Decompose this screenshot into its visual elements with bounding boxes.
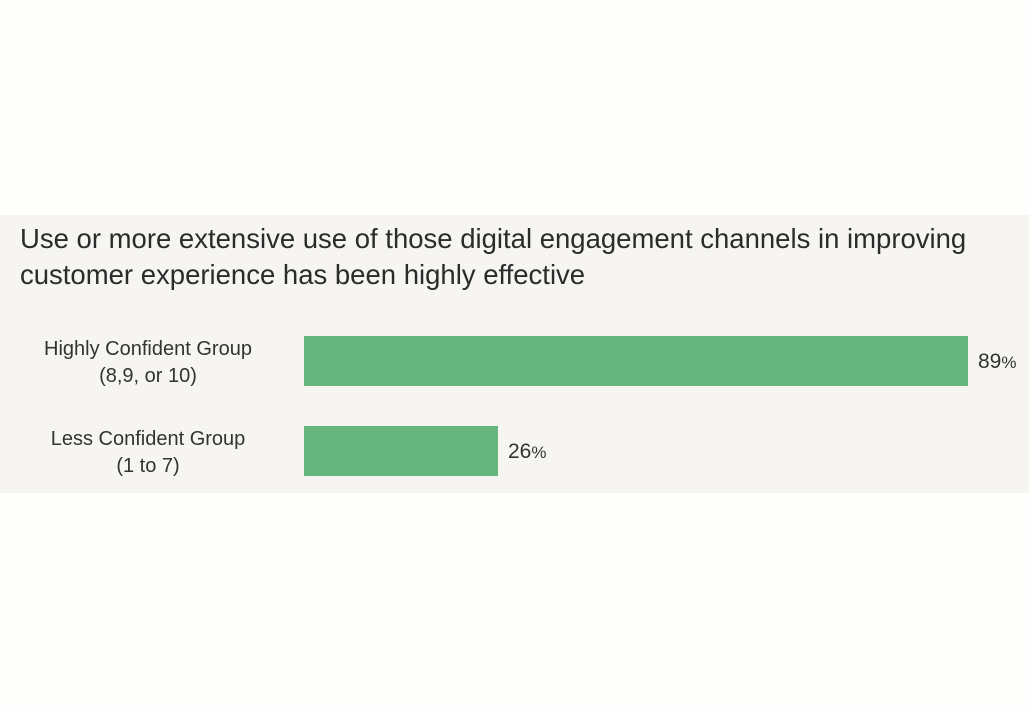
value-label: 26% — [508, 440, 546, 463]
chart-title: Use or more extensive use of those digit… — [20, 223, 967, 290]
bar — [304, 426, 498, 476]
category-label-line2: (1 to 7) — [116, 455, 179, 477]
category-label-line2: (8,9, or 10) — [99, 365, 197, 387]
chart-panel: Use or more extensive use of those digit… — [0, 215, 1029, 493]
bar-chart: Highly Confident Group (8,9, or 10) 89% Les… — [44, 336, 1016, 477]
category-label-line1: Highly Confident Group — [44, 338, 252, 360]
bar — [304, 336, 968, 386]
value-label: 89% — [978, 350, 1016, 373]
category-label-line1: Less Confident Group — [51, 428, 246, 450]
